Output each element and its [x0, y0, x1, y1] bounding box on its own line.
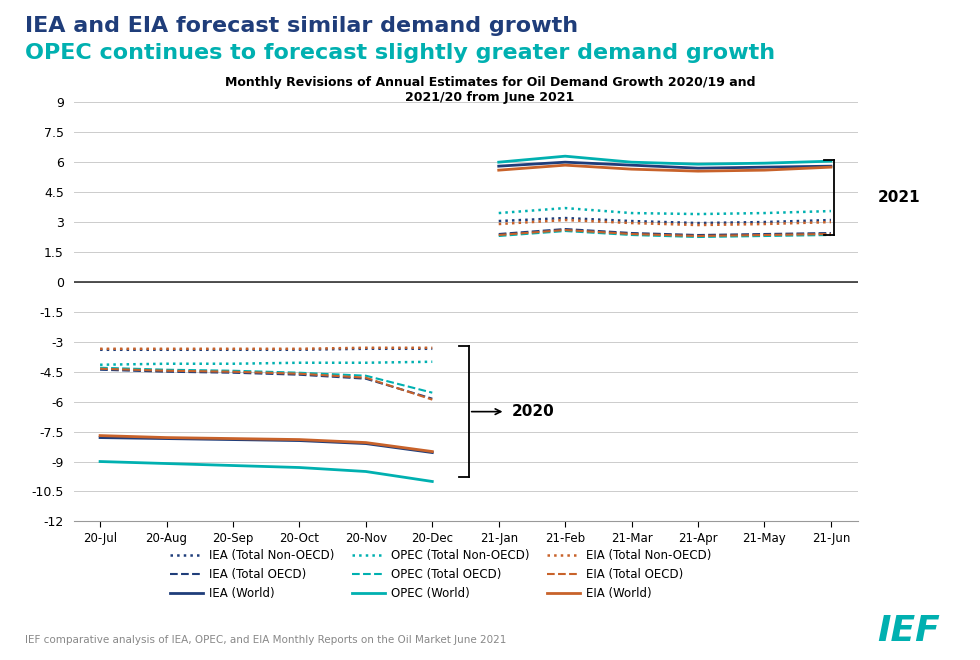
- Text: IEA and EIA forecast similar demand growth: IEA and EIA forecast similar demand grow…: [24, 16, 577, 36]
- Text: Monthly Revisions of Annual Estimates for Oil Demand Growth 2020/19 and
2021/20 : Monthly Revisions of Annual Estimates fo…: [224, 76, 756, 104]
- Text: IEF: IEF: [877, 614, 940, 648]
- Text: IEF comparative analysis of IEA, OPEC, and EIA Monthly Reports on the Oil Market: IEF comparative analysis of IEA, OPEC, a…: [24, 636, 506, 645]
- Text: 2020: 2020: [512, 404, 555, 419]
- Legend: IEA (Total Non-OECD), IEA (Total OECD), IEA (World), OPEC (Total Non-OECD), OPEC: IEA (Total Non-OECD), IEA (Total OECD), …: [166, 544, 716, 605]
- Text: OPEC continues to forecast slightly greater demand growth: OPEC continues to forecast slightly grea…: [24, 43, 774, 63]
- Text: 2021: 2021: [877, 190, 920, 205]
